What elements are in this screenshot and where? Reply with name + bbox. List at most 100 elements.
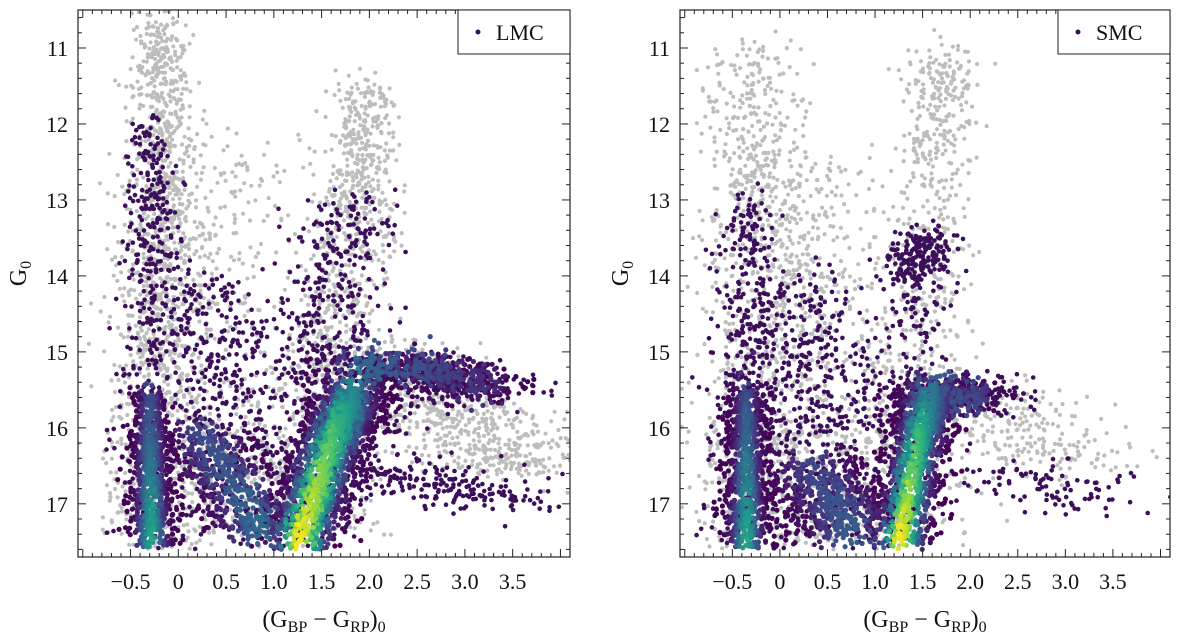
selected-star-point [209,359,214,365]
selected-star-point [128,210,134,216]
all-star-point [376,114,381,119]
selected-star-point [264,318,269,324]
selected-star-point [393,409,399,415]
all-star-point [345,90,350,95]
all-star-point [201,431,206,436]
selected-star-point [364,190,369,195]
all-star-point [471,430,477,435]
selected-star-point [170,285,175,290]
all-star-point [476,420,482,425]
selected-star-point [311,329,316,334]
all-star-point [152,84,157,89]
all-star-point [210,259,215,264]
selected-star-point [136,198,141,204]
all-star-point [333,134,338,139]
all-star-point [380,190,385,195]
selected-star-point [191,330,196,336]
all-star-point [142,374,147,379]
selected-star-point [375,303,381,309]
all-star-point [165,125,170,131]
selected-star-point [307,364,312,369]
selected-star-point [184,326,189,331]
selected-star-point [394,203,400,208]
all-star-point [182,134,187,139]
all-star-point [268,458,273,463]
all-star-point [274,465,279,470]
all-star-point [172,129,177,134]
all-star-point [173,36,178,41]
all-star-point [199,283,204,288]
all-star-point [171,187,176,193]
all-star-point [455,346,460,351]
selected-star-point [297,339,303,345]
selected-star-point [167,268,172,274]
all-star-point [167,353,172,358]
all-star-point [489,411,495,416]
selected-star-point [164,293,169,299]
all-star-point [556,427,561,433]
all-star-point [105,247,110,252]
all-star-point [156,41,161,46]
all-star-point [113,78,118,83]
all-star-point [206,255,211,260]
all-star-point [194,184,200,189]
all-star-point [196,271,201,276]
all-star-point [554,441,559,446]
all-star-point [203,143,208,148]
selected-star-point [234,373,239,379]
selected-star-point [176,379,181,384]
selected-star-point [192,282,197,288]
all-star-point [392,344,397,349]
all-star-point [150,69,155,75]
all-star-point [104,461,109,466]
selected-star-point [125,242,131,248]
selected-star-point [155,181,160,187]
all-star-point [282,168,287,173]
all-star-point [181,260,187,265]
all-star-point [162,121,167,126]
all-star-point [187,143,192,148]
selected-star-point [352,194,357,199]
all-star-point [215,251,220,256]
all-star-point [168,160,173,165]
all-star-point [354,171,359,177]
all-star-point [198,288,203,293]
all-star-point [621,464,625,468]
all-star-point [178,389,183,394]
all-star-point [346,73,351,78]
all-star-point [111,273,116,278]
all-star-point [154,128,159,133]
selected-star-point [331,238,336,243]
all-star-point [142,45,147,50]
all-star-point [343,237,349,242]
selected-star-point [316,312,321,318]
selected-star-point [165,211,170,216]
all-star-point [149,32,154,37]
all-star-point [165,194,170,199]
selected-star-point [236,298,241,304]
all-star-point [136,86,141,92]
all-star-point [362,167,367,172]
all-star-point [161,52,166,57]
all-star-point [131,277,136,282]
all-star-point [448,441,453,446]
all-star-point [482,444,487,449]
all-star-point [102,294,107,300]
all-star-point [113,405,119,410]
selected-star-point [171,297,177,303]
all-star-point [478,341,483,346]
all-star-point [336,168,342,173]
selected-star-point [348,344,353,350]
all-star-point [203,237,208,242]
all-star-point [358,91,363,96]
all-star-point [151,280,156,285]
all-star-point [541,457,546,462]
all-star-point [342,124,347,129]
all-star-point [159,128,164,133]
all-star-point [363,119,368,124]
selected-star-point [186,267,191,273]
all-star-point [124,363,129,368]
all-star-point [105,191,110,196]
all-star-point [357,147,362,152]
selected-star-point [407,411,413,416]
